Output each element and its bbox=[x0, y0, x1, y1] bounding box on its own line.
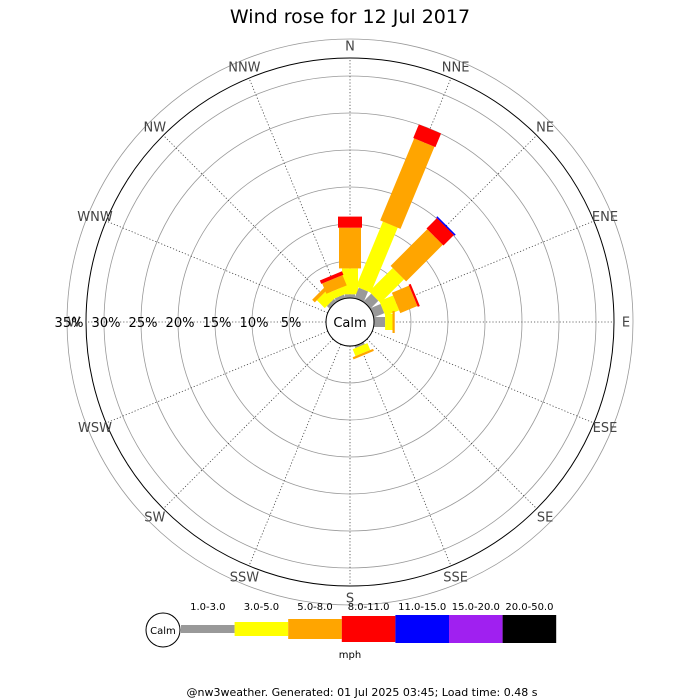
bar-segment-nne-8-0-11-0 bbox=[413, 124, 442, 148]
spoke-se bbox=[366, 338, 537, 509]
legend-swatch-15-0-20-0 bbox=[449, 615, 503, 643]
bar-segment-ne-8-0-11-0 bbox=[426, 218, 454, 246]
bar-segment-ene-5-0-8-0 bbox=[391, 285, 418, 314]
bar-segment-ene-8-0-11-0 bbox=[408, 283, 420, 307]
direction-label-ssw: SSW bbox=[230, 570, 260, 585]
bar-segment-n-5-0-8-0 bbox=[339, 227, 361, 269]
bar-segment-nnw-3-0-5-0 bbox=[329, 286, 347, 300]
direction-label-ene: ENE bbox=[592, 210, 618, 225]
direction-label-ne: NE bbox=[536, 120, 554, 135]
bar-segment-nnw-1-0-3-0 bbox=[334, 294, 346, 302]
bar-e bbox=[374, 311, 395, 333]
bar-segment-nne-3-0-5-0 bbox=[356, 221, 398, 293]
bar-sse bbox=[352, 342, 374, 360]
bar-nne bbox=[354, 124, 442, 302]
bar-segment-n-1-0-3-0 bbox=[345, 294, 355, 298]
bar-segment-ne-5-0-8-0 bbox=[390, 229, 443, 282]
bar-segment-sse-5-0-8-0 bbox=[352, 348, 374, 360]
wind-bars bbox=[312, 124, 456, 360]
bar-segment-ne-3-0-5-0 bbox=[369, 267, 405, 303]
bar-segment-n-3-0-5-0 bbox=[342, 268, 358, 295]
legend-swatch-11-0-15-0 bbox=[395, 615, 449, 643]
legend-label-20-0-50-0: 20.0-50.0 bbox=[505, 602, 553, 613]
bar-segment-nne-5-0-8-0 bbox=[380, 138, 435, 229]
bar-segment-ne-11-0-15-0 bbox=[436, 216, 456, 236]
calm-center: Calm bbox=[325, 297, 375, 347]
calm-circle bbox=[325, 297, 375, 347]
ring-label-35: 35% bbox=[55, 316, 84, 331]
bar-n bbox=[338, 216, 362, 298]
direction-label-ese: ESE bbox=[593, 421, 618, 436]
ring-label-25: 25% bbox=[129, 316, 158, 331]
bar-segment-sse-3-0-5-0 bbox=[352, 343, 371, 357]
legend-label-11-0-15-0: 11.0-15.0 bbox=[398, 602, 446, 613]
direction-label-wsw: WSW bbox=[78, 421, 112, 436]
spoke-nw bbox=[163, 135, 334, 306]
bar-segment-nw-1-0-3-0 bbox=[326, 298, 337, 309]
speed-legend: Calm 1.0-3.0 3.0-5.0 5.0-8.0 8.0-11.0 11.0-15… bbox=[145, 602, 557, 661]
direction-label-s: S bbox=[346, 592, 354, 607]
outer-ring bbox=[85, 57, 615, 587]
bar-segment-sse-1-0-3-0 bbox=[354, 342, 365, 349]
legend-swatch-3-0-5-0 bbox=[234, 622, 289, 636]
legend-swatch-5-0-8-0 bbox=[288, 619, 342, 639]
bar-segment-e-3-0-5-0 bbox=[385, 314, 393, 330]
bar-segment-nnw-8-0-11-0 bbox=[319, 271, 344, 284]
bar-segment-ene-1-0-3-0 bbox=[370, 303, 385, 318]
direction-label-nw: NW bbox=[144, 120, 167, 135]
bar-segment-nnw-5-0-8-0 bbox=[322, 275, 347, 294]
legend-label-3-0-5-0: 3.0-5.0 bbox=[244, 602, 279, 613]
legend-swatch-8-0-11-0 bbox=[341, 616, 396, 642]
direction-label-se: SE bbox=[537, 511, 553, 526]
ring-35 bbox=[66, 38, 634, 606]
direction-label-wnw: WNW bbox=[77, 210, 113, 225]
polar-grid bbox=[66, 38, 634, 606]
calm-label: Calm bbox=[333, 316, 366, 331]
direction-label-nnw: NNW bbox=[228, 61, 260, 76]
direction-label-w: W bbox=[68, 316, 81, 331]
bar-segment-e-5-0-8-0 bbox=[392, 311, 395, 333]
ring-labels: 5% 10% 15% 20% 25% 30% 35% bbox=[55, 316, 302, 331]
direction-label-e: E bbox=[622, 316, 630, 331]
direction-labels: N NNE NE ENE E ESE SE SSE S SSW SW WSW W WNW NW NNW bbox=[68, 40, 631, 607]
direction-label-nne: NNE bbox=[442, 61, 470, 76]
bar-segment-ene-3-0-5-0 bbox=[379, 295, 400, 316]
ring-label-30: 30% bbox=[92, 316, 121, 331]
direction-label-sse: SSE bbox=[443, 570, 468, 585]
legend-unit: mph bbox=[339, 650, 361, 661]
direction-label-sw: SW bbox=[144, 511, 165, 526]
ring-label-5: 5% bbox=[281, 316, 302, 331]
bar-segment-e-1-0-3-0 bbox=[374, 317, 386, 327]
legend-label-5-0-8-0: 5.0-8.0 bbox=[297, 602, 332, 613]
ring-label-10: 10% bbox=[240, 316, 269, 331]
bar-segment-n-8-0-11-0 bbox=[338, 216, 362, 228]
legend-calm-label: Calm bbox=[150, 626, 176, 637]
legend-calm-circle bbox=[145, 612, 181, 648]
legend-label-1-0-3-0: 1.0-3.0 bbox=[190, 602, 225, 613]
footer-text: @nw3weather. Generated: 01 Jul 2025 03:4… bbox=[187, 686, 538, 699]
legend-swatch-1-0-3-0 bbox=[181, 625, 235, 633]
ring-label-20: 20% bbox=[166, 316, 195, 331]
ring-15 bbox=[214, 186, 486, 458]
chart-title: Wind rose for 12 Jul 2017 bbox=[230, 6, 470, 28]
legend-label-15-0-20-0: 15.0-20.0 bbox=[452, 602, 500, 613]
ring-25 bbox=[140, 112, 560, 532]
bar-ene bbox=[370, 283, 420, 318]
spoke-sw bbox=[163, 338, 334, 509]
direction-label-n: N bbox=[345, 40, 355, 55]
ring-label-15: 15% bbox=[203, 316, 232, 331]
legend-label-8-0-11-0: 8.0-11.0 bbox=[348, 602, 390, 613]
bar-nnw bbox=[319, 271, 347, 302]
bar-segment-nne-1-0-3-0 bbox=[354, 287, 369, 302]
legend-swatch-20-0-50-0 bbox=[502, 615, 557, 643]
